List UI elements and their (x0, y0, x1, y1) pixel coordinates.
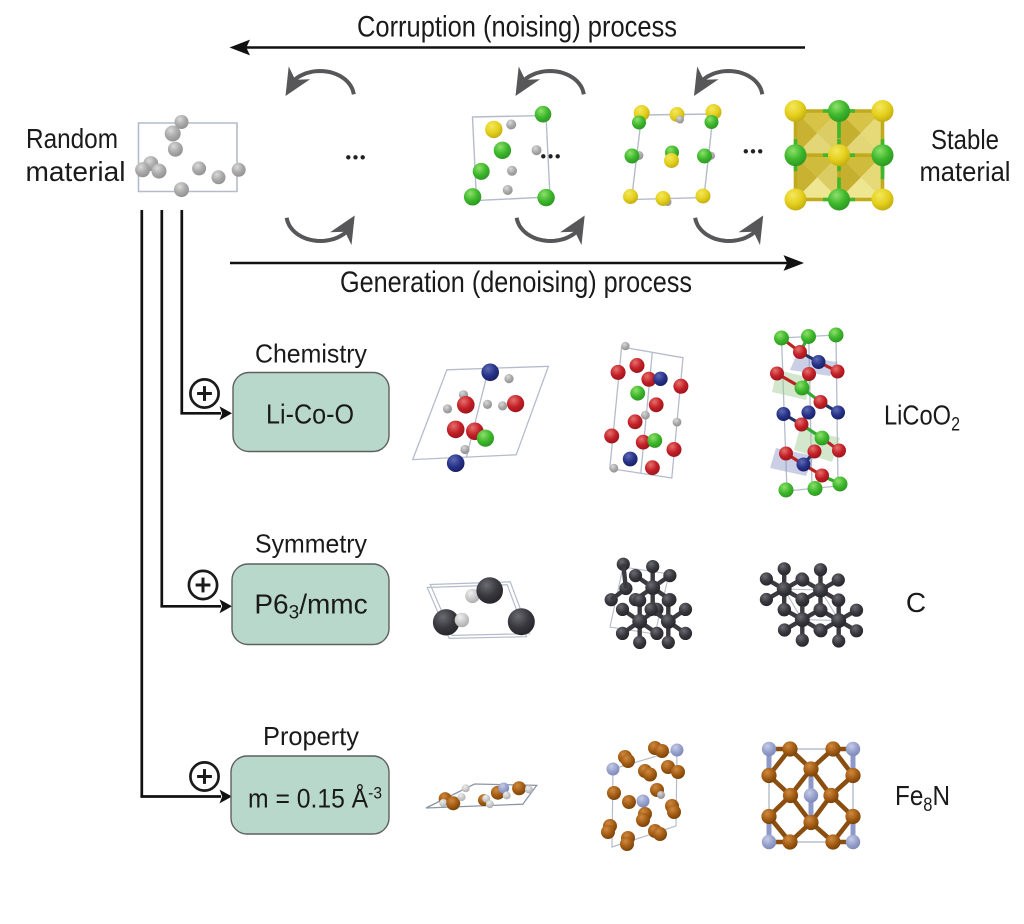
svg-text:Random: Random (26, 123, 118, 154)
svg-text:Chemistry: Chemistry (255, 339, 367, 369)
svg-text:Stable: Stable (931, 124, 999, 155)
svg-text:LiCoO2: LiCoO2 (884, 400, 960, 436)
svg-text:P63/mmc: P63/mmc (254, 589, 367, 624)
svg-text:material: material (920, 156, 1011, 187)
svg-text:Property: Property (263, 721, 359, 751)
svg-text:Fe8N: Fe8N (895, 780, 950, 816)
svg-text:Li-Co-O: Li-Co-O (266, 399, 354, 430)
svg-text:Symmetry: Symmetry (255, 529, 367, 559)
svg-text:Generation (denoising) process: Generation (denoising) process (340, 266, 692, 299)
svg-text:C: C (906, 587, 926, 618)
svg-text:material: material (26, 156, 126, 187)
svg-text:m = 0.15 Å-3: m = 0.15 Å-3 (248, 783, 382, 814)
svg-text:Corruption (noising) process: Corruption (noising) process (357, 11, 677, 44)
